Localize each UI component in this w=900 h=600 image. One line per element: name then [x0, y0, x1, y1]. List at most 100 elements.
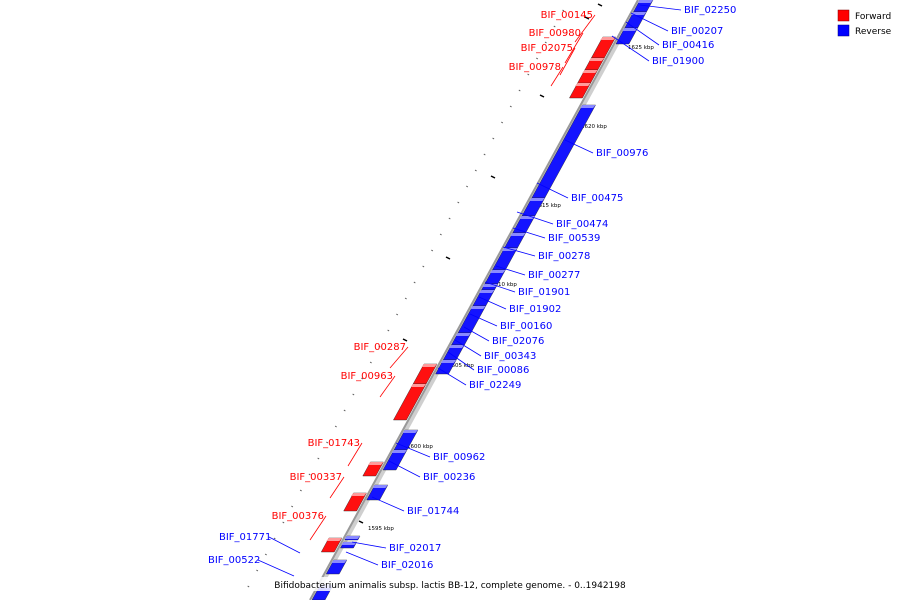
kbp-label: 1625 kbp: [628, 45, 654, 51]
leader-line: [379, 375, 396, 398]
gene-label: BIF_00145: [541, 10, 593, 21]
reverse-gene-block: [340, 541, 358, 549]
gene-label: BIF_00980: [529, 28, 581, 39]
tick-mark: [387, 329, 390, 332]
tick-mark: [492, 137, 495, 140]
leader-line: [516, 211, 554, 225]
leader-line: [630, 12, 669, 32]
major-tick: [584, 16, 590, 20]
major-tick: [597, 3, 603, 7]
leader-line: [625, 21, 660, 46]
tick-mark: [501, 121, 504, 124]
gene-label: BIF_02076: [492, 336, 544, 347]
leader-line: [437, 367, 467, 386]
kbp-label: 1615 kbp: [535, 203, 561, 209]
tick-mark: [299, 489, 302, 492]
gene-label: BIF_02075: [521, 43, 573, 54]
tick-mark: [483, 153, 486, 156]
leader-line: [447, 351, 475, 371]
tick-mark: [256, 569, 259, 572]
leader-line: [611, 35, 650, 62]
tick-mark: [273, 537, 276, 540]
forward-gene-block: [569, 82, 591, 99]
tick-mark: [378, 345, 381, 348]
tick-mark: [509, 105, 512, 108]
gene-label: BIF_00160: [500, 321, 552, 332]
gene-label: BIF_01744: [407, 506, 459, 517]
reverse-gene-block: [366, 484, 389, 501]
legend-reverse-label: Reverse: [855, 27, 892, 37]
major-tick: [490, 175, 496, 179]
legend-forward-label: Forward: [855, 12, 891, 22]
leader-line: [469, 313, 498, 327]
leader-line: [502, 246, 536, 257]
forward-gene-block: [584, 57, 605, 71]
tick-mark: [396, 313, 399, 316]
leader-line: [268, 536, 301, 554]
gene-label: BIF_00277: [528, 270, 580, 281]
tick-marks: [247, 3, 603, 588]
major-tick: [358, 520, 364, 524]
leader-line: [495, 265, 526, 276]
gene-label: BIF_00963: [341, 371, 393, 382]
gene-label: BIF_00416: [662, 40, 714, 51]
kbp-label: 1620 kbp: [581, 124, 607, 130]
leader-line: [371, 496, 405, 512]
label-leader-lines: [257, 4, 682, 577]
kbp-ruler: 1595 kbp 1600 kbp 1605 kbp 1610 kbp 1615 kbp…: [368, 45, 654, 532]
reverse-gene-block: [442, 344, 465, 361]
leader-line: [454, 339, 482, 357]
forward-genes: [320, 36, 617, 553]
tick-mark: [308, 473, 311, 476]
gene-label: BIF_00475: [571, 193, 623, 204]
leader-line: [395, 442, 431, 458]
tick-mark: [369, 361, 372, 364]
kbp-label: 1595 kbp: [368, 526, 394, 532]
leader-line: [564, 32, 584, 64]
leader-line: [389, 346, 409, 369]
gene-label: BIF_01743: [308, 438, 360, 449]
tick-mark: [352, 393, 355, 396]
tick-mark: [291, 505, 294, 508]
forward-gene-block: [412, 363, 438, 385]
caption: Bifidobacterium animalis subsp. lactis B…: [274, 581, 626, 591]
tick-mark: [334, 425, 337, 428]
kbp-label: 1610 kbp: [491, 282, 517, 288]
leader-line: [257, 559, 295, 577]
leader-line: [463, 326, 490, 342]
tick-mark: [439, 233, 442, 236]
gene-label: BIF_00976: [596, 148, 648, 159]
tick-mark: [474, 169, 477, 172]
tick-mark: [343, 409, 346, 412]
tick-mark: [282, 521, 285, 524]
gene-label: BIF_00086: [477, 365, 529, 376]
gene-label: BIF_00278: [538, 251, 590, 262]
tick-mark: [326, 441, 329, 444]
reverse-gene-block: [531, 104, 596, 199]
genome-backbone: [309, 0, 639, 600]
forward-gene-block: [320, 537, 343, 553]
legend-reverse-swatch: [837, 24, 850, 37]
leader-line: [536, 182, 569, 199]
tick-mark: [544, 41, 547, 44]
leader-line: [329, 476, 345, 499]
tick-mark: [553, 25, 556, 28]
leader-line: [388, 460, 421, 478]
gene-label: BIF_01900: [652, 56, 704, 67]
tick-mark: [361, 377, 364, 380]
tick-mark: [536, 57, 539, 60]
tick-mark: [431, 249, 434, 252]
caption-background: [268, 577, 632, 591]
kbp-label: 1600 kbp: [407, 444, 433, 450]
reverse-gene-block: [382, 449, 408, 471]
gene-label: BIF_00539: [548, 233, 600, 244]
gene-label: BIF_00978: [509, 62, 561, 73]
gene-label: BIF_01902: [509, 304, 561, 315]
leader-line: [550, 66, 564, 87]
reverse-gene-block: [615, 27, 639, 45]
gene-label: BIF_01901: [518, 287, 570, 298]
leader-line: [347, 442, 363, 467]
leader-line: [559, 47, 576, 76]
leader-line: [345, 551, 379, 566]
